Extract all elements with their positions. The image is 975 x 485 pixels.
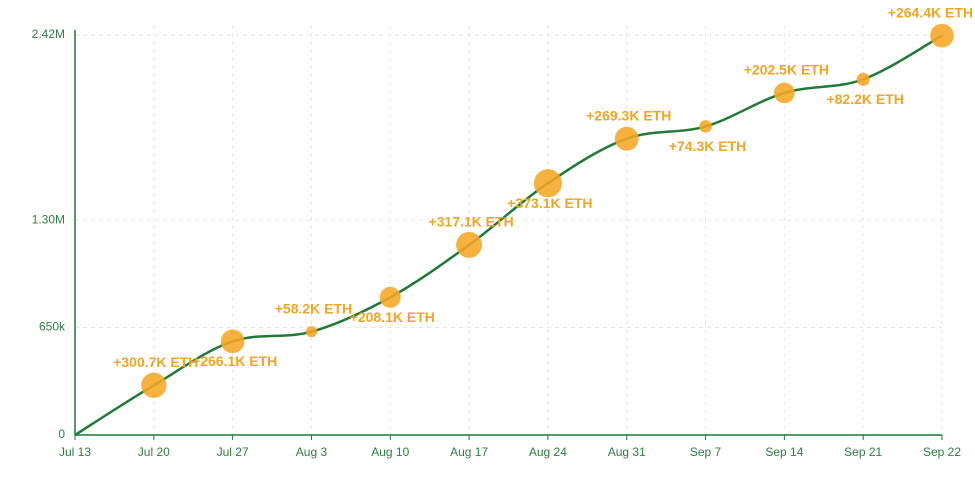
y-tick-label: 650k (39, 320, 66, 334)
x-tick-label: Aug 10 (371, 445, 409, 459)
bubble-label: +266.1K ETH (192, 353, 277, 369)
line (74, 34, 943, 437)
bubble-label: +58.2K ETH (275, 300, 352, 316)
bubble-label: +264.4K ETH (888, 4, 973, 20)
bubble (774, 82, 795, 104)
bubble-label: +269.3K ETH (586, 107, 671, 123)
x-tick-label: Aug 3 (296, 445, 328, 459)
x-tick-label: Jul 13 (59, 445, 91, 459)
bubble (220, 329, 245, 354)
bubble (930, 23, 954, 48)
bubble (379, 286, 401, 308)
bubble-label: +373.1K ETH (507, 195, 592, 211)
bubble (699, 120, 712, 133)
y-tick-label: 1.30M (32, 212, 65, 226)
x-tick-label: Jul 27 (217, 445, 249, 459)
bubble-label: +202.5K ETH (744, 62, 829, 78)
x-tick-label: Aug 31 (608, 445, 646, 459)
x-tick-label: Sep 14 (765, 445, 803, 459)
bubble-label: +82.2K ETH (826, 91, 903, 107)
bubble (856, 72, 870, 86)
bubble (614, 126, 639, 151)
bubble-label: +74.3K ETH (669, 138, 746, 154)
x-tick-label: Sep 7 (690, 445, 722, 459)
y-tick-label: 0 (58, 427, 65, 441)
x-tick-label: Sep 21 (844, 445, 882, 459)
bubble-label: +317.1K ETH (428, 214, 513, 230)
bubble-label: +208.1K ETH (350, 309, 435, 325)
bubble (533, 169, 562, 198)
x-tick-label: Aug 17 (450, 445, 488, 459)
x-tick-label: Sep 22 (923, 445, 961, 459)
bubble (456, 231, 483, 258)
bubble (141, 372, 167, 398)
x-tick-label: Aug 24 (529, 445, 567, 459)
bubble-label: +300.7K ETH (113, 354, 198, 370)
y-tick-label: 2.42M (32, 27, 65, 41)
x-tick-label: Jul 20 (138, 445, 170, 459)
bubble (305, 326, 318, 338)
